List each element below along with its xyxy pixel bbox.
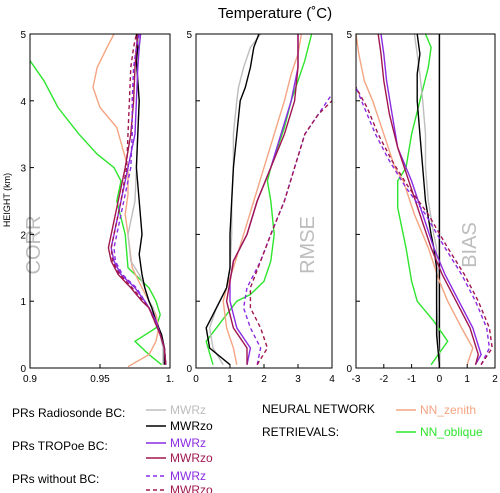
- legend-entry-label: MWRz: [170, 403, 206, 417]
- panel-label: CORR: [23, 216, 45, 275]
- x-tick-label: -3: [352, 374, 361, 385]
- panel-label: BIAS: [459, 222, 481, 268]
- legend-entry-label: MWRzo: [170, 419, 213, 433]
- y-tick-label: 0: [186, 364, 192, 375]
- panel-bias: BIAS -3 -2 -1 0 1 2 5 0: [346, 30, 498, 385]
- legend-group-label: PRs without BC:: [12, 472, 99, 486]
- legend-group-label: PRs TROPoe BC:: [12, 439, 108, 453]
- legend-group-label: PRs Radiosonde BC:: [12, 406, 125, 420]
- series-line-mwrzo-nobc: [355, 87, 493, 366]
- legend-nn-label-1: NEURAL NETWORK: [262, 402, 375, 416]
- x-tick-label: 1.: [166, 374, 174, 385]
- legend-nn-label-2: RETRIEVALS:: [262, 425, 339, 439]
- series-line-mwrzo-nobc: [110, 33, 167, 365]
- series-line-mwrzo-rad: [416, 33, 441, 365]
- series-line-mwrz-tro: [380, 33, 482, 366]
- legend-entry-label: NN_oblique: [420, 425, 483, 439]
- series-line-nn-zenith: [92, 33, 160, 368]
- series-line-nn-oblique: [397, 33, 449, 366]
- x-tick-label: 4: [329, 374, 335, 385]
- panels: CORR 0.9 0.95 1. 0 1 2 3 4 5 RMSE 0 1 2 3 4 5 0 BIAS -3 -2 -1…: [20, 30, 498, 385]
- series-line-mwrz-nobc: [355, 87, 491, 366]
- legend-entry-label: NN_zenith: [420, 403, 476, 417]
- series-line-nn-zenith: [355, 33, 474, 365]
- legend-entry-label: MWRz: [170, 469, 206, 483]
- x-tick-label: -1: [407, 374, 416, 385]
- series-line-mwrz-nobc: [242, 93, 333, 365]
- series-line-mwrz-nobc: [113, 33, 167, 365]
- panel-rmse: RMSE 0 1 2 3 4 5 0: [186, 30, 335, 385]
- x-tick-label: 2: [492, 374, 498, 385]
- series-line-mwrzo-tro: [377, 33, 480, 365]
- series-line-nn-zenith: [222, 33, 303, 365]
- x-tick-label: 1: [464, 374, 470, 385]
- y-tick-label: 5: [346, 30, 352, 41]
- x-tick-label: 1: [227, 374, 233, 385]
- x-tick-label: 0: [193, 374, 199, 385]
- plot-frame: [195, 33, 333, 369]
- legend-entry-label: MWRzo: [170, 483, 213, 493]
- y-tick-label: 2: [20, 230, 26, 241]
- plot-frame: [355, 33, 496, 369]
- y-tick-label: 0: [346, 364, 352, 375]
- y-axis-label: HEIGHT (km): [2, 173, 12, 227]
- series-line-mwrz-tro: [229, 34, 299, 365]
- x-tick-label: -2: [379, 374, 388, 385]
- y-tick-label: 4: [20, 97, 26, 108]
- y-tick-label: 1: [20, 297, 26, 308]
- x-tick-label: 2: [261, 374, 267, 385]
- x-tick-label: 3: [295, 374, 301, 385]
- series-line-mwrzo-tro: [225, 34, 299, 365]
- series-line-nn-oblique: [29, 60, 163, 366]
- x-tick-label: 0: [437, 374, 443, 385]
- y-tick-label: 5: [20, 30, 26, 41]
- series-line-mwrzo-nobc: [249, 100, 333, 366]
- panel-corr: CORR 0.9 0.95 1. 0 1 2 3 4 5: [20, 30, 174, 385]
- plot-frame: [29, 33, 171, 369]
- y-tick-label: 5: [186, 30, 192, 41]
- legend-entry-label: MWRzo: [170, 451, 213, 465]
- y-tick-label: 3: [20, 164, 26, 175]
- panel-label: RMSE: [297, 216, 319, 274]
- x-tick-label: 0.9: [23, 374, 37, 385]
- chart-title: Temperature (˚C): [218, 5, 332, 22]
- series-line-nn-oblique: [205, 33, 313, 365]
- y-tick-label: 0: [20, 364, 26, 375]
- series-line-mwrzo-rad: [205, 33, 260, 366]
- x-tick-label: 0.95: [90, 374, 110, 385]
- series-line-mwrz-rad: [208, 33, 262, 366]
- legend-entry-label: MWRz: [170, 436, 206, 450]
